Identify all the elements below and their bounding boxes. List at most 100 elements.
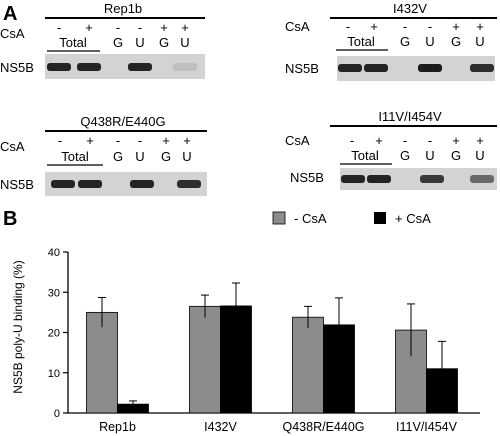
blot-band-2 (364, 64, 388, 72)
blot-band-4 (128, 63, 152, 71)
legend-label-minus-csa: - CsA (294, 211, 327, 226)
category-label: Rep1b (99, 420, 136, 434)
sign-1: - (346, 19, 350, 34)
bar-minus-csa (292, 316, 324, 414)
protein-label: NS5B (290, 170, 324, 185)
lane-u-2: U (182, 149, 191, 164)
sign-4: - (428, 133, 432, 148)
y-tick-label: 40 (48, 247, 60, 259)
blot-band-4 (418, 64, 442, 72)
blot-title: Q438R/E440G (80, 114, 165, 129)
sign-1: - (350, 133, 354, 148)
sign-4: - (428, 19, 432, 34)
category-label: I11V/I454V (396, 420, 458, 434)
y-ticks: 0 10 20 30 40 (48, 247, 68, 420)
blot-band-2 (78, 180, 102, 188)
csa-label: CsA (285, 19, 310, 34)
sign-2: + (85, 20, 93, 35)
blot-i432v: I432V CsA - + - - + + Total G U G U NS5B (285, 1, 497, 81)
sign-3: - (116, 133, 120, 148)
sign-5: + (452, 19, 460, 34)
lane-u-1: U (425, 148, 434, 163)
total-label: Total (347, 34, 375, 49)
y-tick-label: 20 (48, 328, 60, 340)
panel-a-letter: A (3, 3, 17, 25)
legend-label-plus-csa: + CsA (395, 211, 431, 226)
sign-2: + (370, 19, 378, 34)
sign-5: + (452, 133, 460, 148)
blot-title: I432V (393, 1, 427, 16)
sign-4: - (138, 20, 142, 35)
protein-label: NS5B (285, 61, 319, 76)
blot-band-4 (130, 180, 154, 188)
blot-band-6 (173, 63, 197, 71)
sign-5: + (160, 20, 168, 35)
sign-3: - (403, 133, 407, 148)
blot-image (340, 168, 497, 190)
bar-minus-csa (86, 311, 118, 414)
y-axis-label: NS5B poly-U binding (%) (11, 260, 25, 393)
sign-2: + (86, 133, 94, 148)
lane-g-2: G (451, 34, 461, 49)
blot-band-1 (341, 175, 365, 183)
lane-g-2: G (159, 35, 169, 50)
protein-label: NS5B (0, 177, 34, 192)
total-label: Total (61, 149, 89, 164)
blot-band-1 (47, 63, 71, 71)
blot-image (45, 54, 205, 79)
blot-band-1 (338, 64, 362, 72)
csa-label: CsA (0, 26, 25, 41)
sign-3: - (403, 19, 407, 34)
blot-title: Rep1b (104, 1, 142, 16)
total-label: Total (59, 35, 87, 50)
blot-band-2 (367, 175, 391, 183)
blot-band-1 (51, 180, 75, 188)
lane-u-1: U (135, 35, 144, 50)
lane-g-2: G (161, 149, 171, 164)
blot-band-2 (77, 63, 101, 71)
legend-swatch-plus-csa (374, 212, 386, 224)
y-tick-label: 30 (48, 287, 60, 299)
bars (86, 305, 458, 414)
blot-band-6 (470, 175, 494, 183)
y-tick-label: 0 (54, 408, 60, 420)
sign-4: - (138, 133, 142, 148)
sign-6: + (183, 133, 191, 148)
bar-minus-csa (189, 305, 221, 414)
blot-title: I11V/I454V (378, 109, 442, 124)
lane-u-1: U (425, 34, 434, 49)
sign-6: + (476, 133, 484, 148)
lane-u-2: U (180, 35, 189, 50)
csa-label: CsA (0, 139, 25, 154)
sign-1: - (58, 133, 62, 148)
lane-u-2: U (475, 34, 484, 49)
blot-band-6 (177, 180, 201, 188)
blot-band-4 (420, 175, 444, 183)
sign-3: - (116, 20, 120, 35)
sign-6: + (476, 19, 484, 34)
blot-band-6 (470, 64, 494, 72)
blot-q438r-e440g: Q438R/E440G CsA - + - - + + Total G U G … (0, 114, 207, 196)
lane-g-2: G (451, 148, 461, 163)
sign-5: + (162, 133, 170, 148)
protein-label: NS5B (0, 60, 34, 75)
lane-u-1: U (135, 149, 144, 164)
sign-2: + (375, 133, 383, 148)
csa-label: CsA (285, 133, 310, 148)
category-labels: Rep1b I432V Q438R/E440G I11V/I454V (99, 420, 458, 434)
lane-g-1: G (113, 149, 123, 164)
legend: - CsA + CsA (272, 211, 431, 226)
sign-1: - (57, 20, 61, 35)
y-tick-label: 10 (48, 368, 60, 380)
category-label: Q438R/E440G (283, 420, 365, 434)
total-label: Total (351, 148, 379, 163)
blot-image (337, 56, 495, 81)
error-bars (98, 282, 446, 408)
lane-u-2: U (475, 148, 484, 163)
panel-b-letter: B (3, 208, 17, 230)
blot-i11v-i454v: I11V/I454V CsA - + - - + + Total G U G U… (285, 109, 497, 190)
category-label: I432V (204, 420, 237, 434)
legend-swatch-minus-csa (272, 211, 286, 225)
lane-g-1: G (400, 34, 410, 49)
